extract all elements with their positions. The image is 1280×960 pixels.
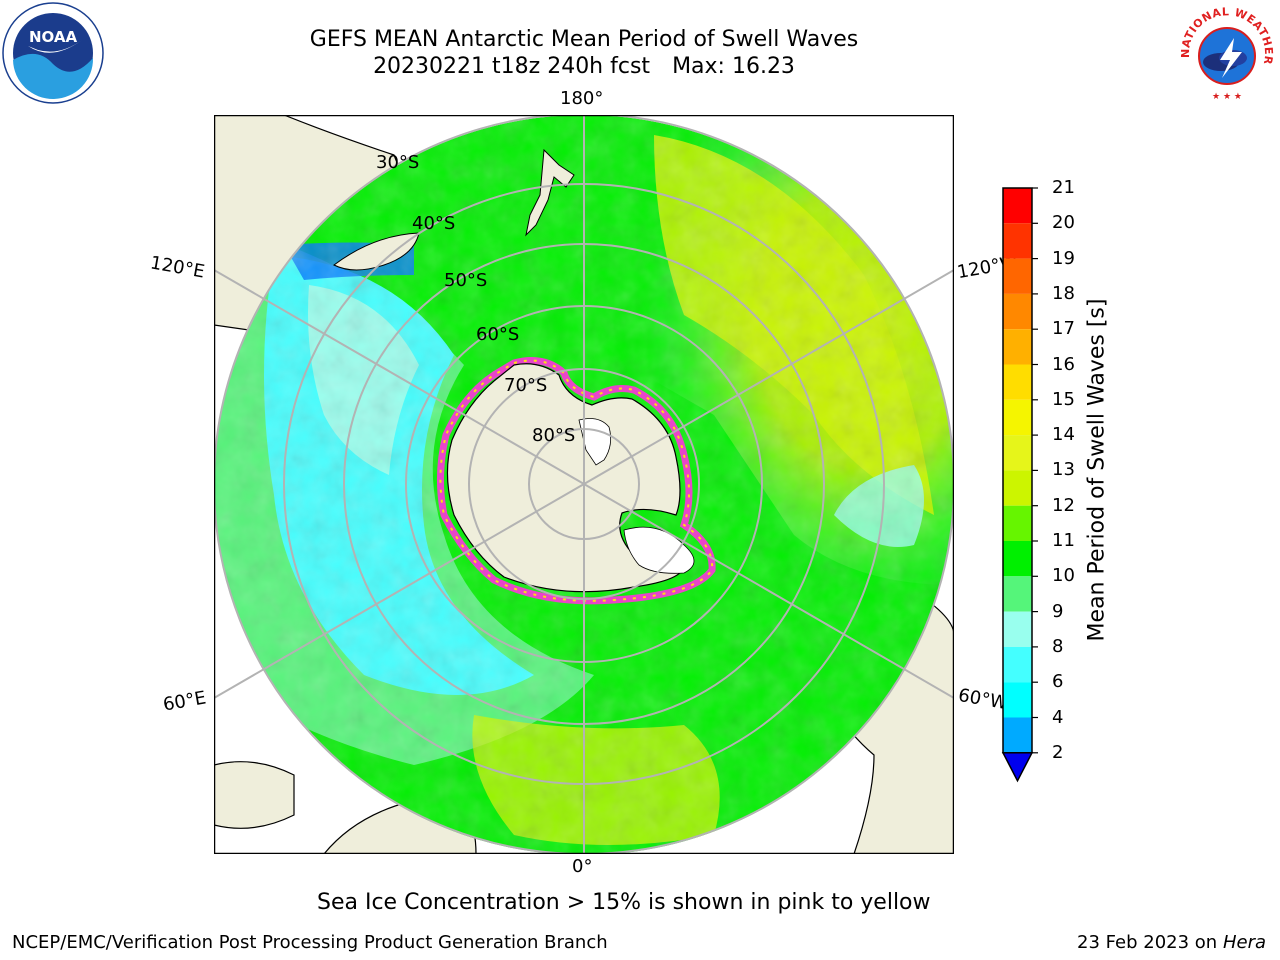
colorbar-tick-label: 21 [1052,177,1075,198]
colorbar-tick-label: 6 [1052,671,1064,693]
ross-ice-shelf [578,418,612,466]
colorbar-box [1003,470,1032,506]
lat-label-50s: 50°S [444,270,487,291]
lon-label-180: 180° [560,88,604,109]
lat-label-80s: 80°S [532,425,575,446]
colorbar-tick-label: 15 [1052,388,1075,410]
chart-title: GEFS MEAN Antarctic Mean Period of Swell… [309,27,859,52]
lon-label-60e: 60°E [161,687,208,716]
lat-label-40s: 40°S [412,213,455,234]
colorbar [1001,187,1038,783]
colorbar-tick-label: 20 [1052,212,1075,234]
nws-logo: NATIONAL WEATHER SERVICE ★ ★ ★ [1176,2,1276,102]
date-text: 23 Feb 2023 on [1077,932,1218,953]
polar-map: 30°S 40°S 50°S 60°S 70°S 80°S [214,115,954,854]
colorbar-tick-label: 18 [1052,282,1075,304]
colorbar-tick-label: 19 [1052,247,1075,269]
colorbar-box [1003,541,1032,577]
colorbar-tick-label: 12 [1052,494,1075,516]
colorbar-tick-label: 14 [1052,424,1075,446]
lat-label-60s: 60°S [476,324,519,345]
noaa-logo-text: NOAA [29,28,78,46]
colorbar-tick-label: 2 [1052,741,1064,763]
colorbar-box [1003,329,1032,365]
colorbar-tick-label: 4 [1052,706,1064,728]
colorbar-tick-label: 11 [1052,530,1075,551]
colorbar-box [1003,576,1032,612]
colorbar-tick-label: 13 [1052,459,1075,481]
colorbar-box [1003,646,1032,683]
colorbar-box [1003,717,1032,753]
colorbar-tick-label: 16 [1052,353,1075,375]
sea-ice-note: Sea Ice Concentration > 15% is shown in … [317,890,931,915]
noaa-logo: NOAA [2,2,104,104]
date-note: 23 Feb 2023 on Hera [1077,932,1266,953]
colorbar-tick-label: 17 [1052,318,1075,340]
colorbar-box [1003,505,1032,541]
colorbar-extend-triangle [1001,752,1034,783]
colorbar-box [1003,682,1032,718]
colorbar-box [1003,188,1032,224]
machine-name: Hera [1222,932,1266,953]
svg-text:★ ★ ★: ★ ★ ★ [1212,92,1242,102]
sea-ice-edge [436,357,716,605]
colorbar-tick-label: 8 [1052,635,1064,657]
lon-label-120e: 120°E [148,252,207,283]
colorbar-box [1003,435,1032,471]
lat-label-70s: 70°S [504,375,547,396]
lat-label-30s: 30°S [376,152,419,173]
new-zealand [525,148,575,237]
colorbar-box [1003,223,1032,259]
credit-line: NCEP/EMC/Verification Post Processing Pr… [12,932,608,953]
colorbar-tick-label: 10 [1052,565,1075,587]
colorbar-title: Mean Period of Swell Waves [s] [1084,298,1110,642]
max-value: Max: 16.23 [672,54,795,79]
run-info: 20230221 t18z 240h fcst [373,54,651,79]
colorbar-box [1003,399,1032,436]
lon-label-0: 0° [572,856,593,877]
colorbar-box [1003,611,1032,647]
colorbar-box [1003,258,1032,294]
africa-landmass [214,761,295,829]
colorbar-box [1003,364,1032,400]
colorbar-box [1003,293,1032,330]
colorbar-tick-label: 9 [1052,600,1064,622]
chart-subtitle: 20230221 t18z 240h fcst Max: 16.23 [214,54,954,80]
